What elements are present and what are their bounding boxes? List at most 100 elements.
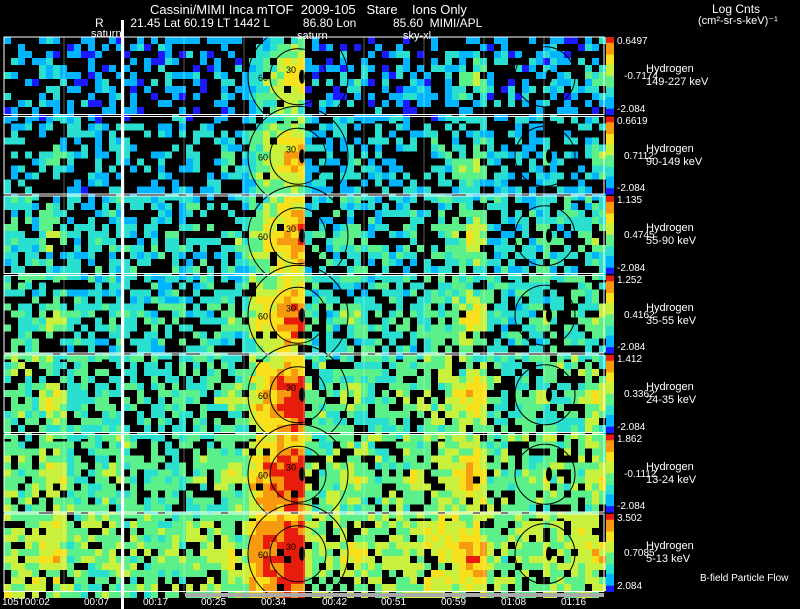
heatmap-cell — [396, 383, 403, 390]
heatmap-cell — [116, 282, 123, 290]
heatmap-cell — [130, 224, 137, 231]
heatmap-cell — [284, 317, 291, 325]
heatmap-cell — [74, 259, 81, 266]
heatmap-cell — [249, 535, 256, 542]
heatmap-cell — [102, 196, 109, 203]
heatmap-cell — [494, 186, 501, 194]
heatmap-cell — [347, 217, 354, 224]
colorbar-step — [606, 223, 614, 226]
heatmap-cell — [165, 238, 172, 245]
heatmap-cell — [347, 355, 354, 362]
heatmap-cell — [130, 511, 137, 519]
heatmap-cell — [368, 418, 375, 425]
heatmap-cell — [473, 172, 480, 180]
colorbar-step — [606, 110, 614, 114]
heatmap-cell — [403, 411, 410, 418]
heatmap-cell — [172, 570, 179, 577]
heatmap-cell — [564, 497, 571, 505]
colorbar-step — [606, 368, 614, 371]
heatmap-cell — [354, 282, 361, 290]
heatmap-cell — [403, 317, 410, 325]
heatmap-cell — [137, 107, 144, 114]
heatmap-cell — [452, 324, 459, 332]
heatmap-cell — [214, 528, 221, 535]
heatmap-cell — [158, 504, 165, 512]
heatmap-cell — [284, 324, 291, 332]
heatmap-cell — [60, 425, 67, 432]
ring-label: 30 — [286, 462, 296, 472]
heatmap-cell — [256, 186, 263, 194]
heatmap-cell — [186, 535, 193, 542]
heatmap-cell — [550, 238, 557, 245]
heatmap-cell — [529, 65, 536, 72]
heatmap-cell — [487, 86, 494, 93]
heatmap-cell — [550, 51, 557, 58]
heatmap-cell — [592, 217, 599, 224]
heatmap-cell — [487, 158, 494, 166]
colorbar-step — [606, 163, 614, 166]
heatmap-cell — [557, 542, 564, 549]
heatmap-cell — [172, 289, 179, 297]
heatmap-cell — [452, 376, 459, 383]
heatmap-cell — [592, 504, 599, 512]
heatmap-cell — [459, 441, 466, 449]
heatmap-cell — [95, 448, 102, 456]
heatmap-cell — [557, 404, 564, 411]
heatmap-cell — [284, 296, 291, 304]
heatmap-cell — [494, 376, 501, 383]
heatmap-cell — [249, 58, 256, 65]
heatmap-cell — [571, 497, 578, 505]
heatmap-cell — [571, 252, 578, 259]
heatmap-cell — [382, 86, 389, 93]
heatmap-cell — [277, 331, 284, 339]
colorbar-step — [606, 343, 614, 346]
heatmap-cell — [466, 217, 473, 224]
heatmap-cell — [585, 259, 592, 266]
heatmap-cell — [361, 497, 368, 505]
heatmap-cell — [403, 448, 410, 456]
heatmap-cell — [200, 259, 207, 266]
heatmap-cell — [501, 144, 508, 152]
heatmap-cell — [249, 528, 256, 535]
heatmap-cell — [81, 383, 88, 390]
heatmap-cell — [480, 404, 487, 411]
heatmap-cell — [130, 273, 137, 280]
heatmap-cell — [109, 521, 116, 528]
heatmap-cell — [340, 425, 347, 432]
heatmap-cell — [60, 72, 67, 79]
heatmap-cell — [235, 504, 242, 512]
heatmap-cell — [354, 324, 361, 332]
heatmap-cell — [494, 563, 501, 570]
heatmap-cell — [284, 362, 291, 369]
heatmap-cell — [515, 490, 522, 498]
colorbar-step — [606, 151, 614, 154]
colorbar-step — [606, 130, 614, 133]
heatmap-cell — [18, 570, 25, 577]
heatmap-cell — [550, 165, 557, 173]
heatmap-cell — [81, 411, 88, 418]
heatmap-cell — [361, 193, 368, 201]
heatmap-cell — [585, 151, 592, 159]
heatmap-cell — [291, 196, 298, 203]
heatmap-cell — [256, 93, 263, 100]
heatmap-cell — [578, 397, 585, 404]
heatmap-cell — [46, 65, 53, 72]
heatmap-cell — [410, 259, 417, 266]
heatmap-cell — [564, 72, 571, 79]
colorbar-step — [606, 172, 614, 176]
heatmap-cell — [298, 196, 305, 203]
heatmap-cell — [81, 577, 88, 584]
heatmap-cell — [599, 324, 606, 332]
heatmap-cell — [585, 203, 592, 210]
heatmap-cell — [480, 224, 487, 231]
heatmap-cell — [494, 556, 501, 563]
heatmap-cell — [410, 521, 417, 528]
heatmap-cell — [319, 448, 326, 456]
heatmap-cell — [172, 114, 179, 121]
heatmap-cell — [578, 514, 585, 521]
heatmap-cell — [256, 563, 263, 570]
heatmap-cell — [270, 238, 277, 245]
colorbar-step — [606, 64, 614, 67]
heatmap-cell — [32, 535, 39, 542]
heatmap-cell — [305, 434, 312, 442]
